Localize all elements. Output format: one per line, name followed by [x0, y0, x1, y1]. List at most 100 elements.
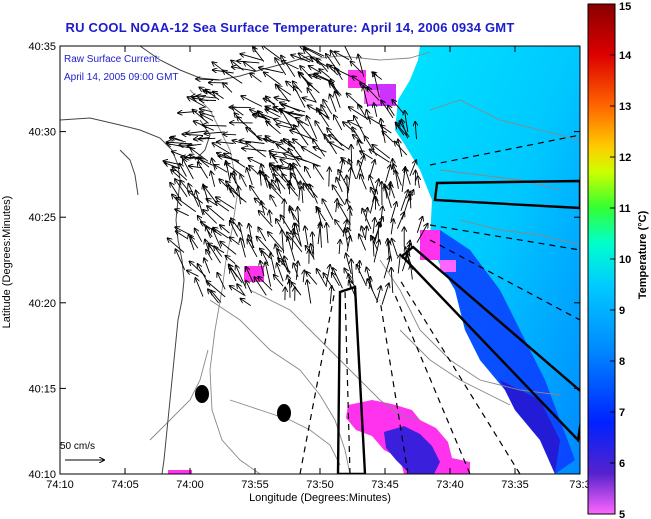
current-vector [277, 144, 298, 159]
current-vector [385, 186, 392, 209]
current-vector [333, 268, 343, 289]
current-vector [281, 56, 296, 77]
current-vector [358, 141, 366, 159]
current-vector [217, 142, 234, 144]
current-vector [191, 96, 206, 97]
current-vector [262, 46, 281, 60]
current-vector [163, 161, 182, 166]
current-vector [335, 52, 350, 61]
current-vector [188, 144, 202, 146]
current-vector [352, 127, 362, 143]
current-vector [234, 171, 236, 184]
current-vector [303, 270, 304, 283]
bathymetry-contours [149, 51, 580, 474]
current-vector [415, 122, 416, 140]
current-vector [203, 185, 209, 203]
current-vector [296, 261, 298, 280]
current-vector [371, 236, 379, 251]
station-marker [195, 385, 209, 403]
current-vector [206, 199, 218, 206]
current-vector [264, 139, 282, 144]
current-vector [360, 151, 373, 160]
current-vector [207, 206, 225, 221]
colorbar-tick-label: 6 [619, 458, 625, 470]
colorbar-tick-label: 11 [619, 203, 631, 215]
current-date: April 14, 2005 09:00 GMT [64, 72, 179, 83]
current-vector [212, 62, 230, 76]
current-vector [206, 250, 213, 261]
current-vector [327, 128, 343, 147]
current-vector [190, 155, 214, 166]
current-vector [280, 159, 293, 167]
current-vector [230, 286, 245, 296]
current-vector [266, 121, 281, 135]
current-vector [228, 185, 235, 198]
current-vector [180, 181, 189, 191]
current-vector [313, 147, 327, 153]
x-axis-label: Longitude (Degrees:Minutes) [249, 492, 391, 504]
current-vector [393, 164, 402, 186]
sst-cold-patch [364, 90, 380, 104]
current-vector [334, 115, 343, 131]
current-vector [347, 93, 363, 109]
current-vector [300, 73, 311, 87]
current-vector [230, 237, 240, 245]
current-vector [326, 223, 328, 244]
current-vector [330, 142, 345, 151]
current-vector [388, 106, 395, 116]
current-vector [366, 208, 368, 222]
current-vector [274, 167, 294, 171]
current-vector [321, 105, 329, 118]
x-tick-label: 73:40 [436, 479, 464, 491]
current-vector [365, 226, 366, 241]
current-vector [391, 219, 393, 235]
current-vector [223, 83, 233, 93]
current-vector [344, 46, 353, 61]
current-vector [317, 59, 329, 72]
colorbar-label: Temperature (°C) [637, 210, 649, 299]
sst-cool-water [500, 380, 560, 474]
x-tick-label: 73:3 [569, 479, 590, 491]
current-vector [398, 254, 400, 274]
colorbar-tick-label: 10 [619, 254, 631, 266]
current-vector [258, 277, 273, 291]
colorbar-tick-label: 8 [619, 356, 625, 368]
y-tick-marks [60, 45, 580, 475]
colorbar-tick-label: 9 [619, 305, 625, 317]
colorbar-tick-label: 13 [619, 101, 631, 113]
colorbar-tick-label: 14 [619, 50, 632, 62]
current-vector [246, 128, 263, 142]
current-vector [330, 66, 352, 78]
current-vector [396, 124, 405, 136]
current-vector [226, 161, 231, 182]
current-vector [220, 225, 230, 234]
current-vector [204, 132, 225, 134]
current-vector [231, 218, 242, 233]
current-vector [176, 231, 188, 239]
current-vector [268, 232, 285, 252]
current-vector [203, 210, 218, 224]
current-vector [361, 226, 364, 239]
current-vector [232, 67, 256, 72]
current-vector [274, 275, 284, 287]
current-vector [346, 236, 350, 252]
current-vector [238, 186, 240, 205]
sst-cold-patch [384, 426, 440, 474]
current-vector [373, 218, 375, 234]
current-vector [195, 278, 204, 297]
surface-current-vectors [163, 46, 427, 306]
current-vector [331, 79, 340, 97]
current-vector [270, 253, 276, 275]
current-vector [202, 125, 227, 126]
current-vector [217, 273, 226, 290]
current-vector [265, 262, 272, 287]
current-vector [198, 264, 211, 287]
current-vector [189, 166, 203, 168]
current-vector [385, 165, 391, 183]
current-vector [312, 232, 314, 255]
current-vector [240, 174, 247, 187]
current-vector [329, 168, 330, 187]
current-vector [237, 284, 246, 297]
current-vector [396, 212, 404, 229]
